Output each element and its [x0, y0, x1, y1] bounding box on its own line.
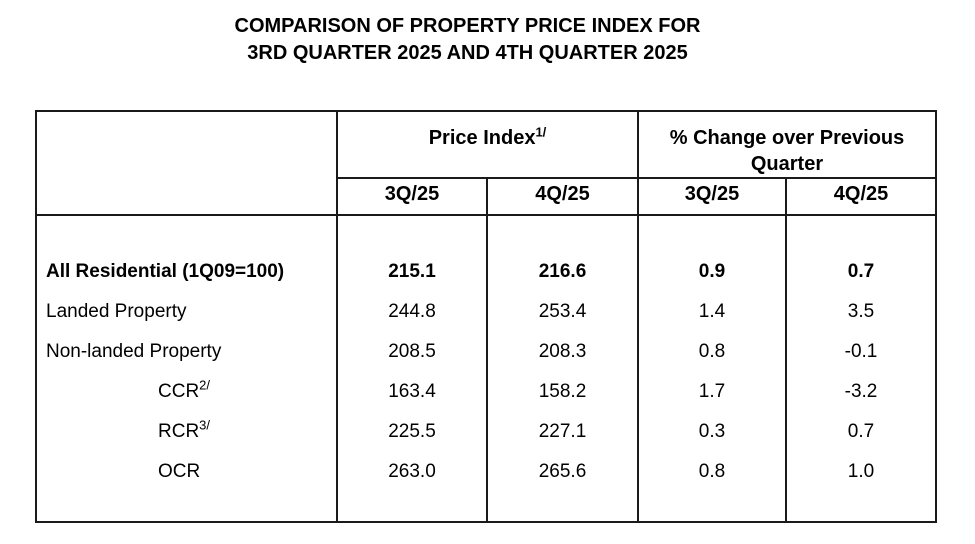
- pct-change-3q25-value: 0.8: [637, 452, 787, 492]
- corner-cell: [35, 111, 338, 216]
- group-header-row: Price Index1/ % Change over Previous Qua…: [35, 111, 938, 216]
- price-index-3q25-value: 163.4: [336, 372, 488, 412]
- pct-change-4q25-value: -3.2: [784, 372, 938, 412]
- document-title-line1: COMPARISON OF PROPERTY PRICE INDEX FOR: [234, 15, 701, 37]
- price-index-footnote-marker: 1/: [535, 124, 547, 140]
- price-index-3q25-value: 208.5: [336, 332, 488, 372]
- subheader-price-index-4q25: 4Q/25: [486, 178, 639, 216]
- table-row-ocr: OCR 263.0 265.6 0.8 1.0: [35, 452, 938, 492]
- pct-change-3q25-value: 0.8: [637, 332, 787, 372]
- subheader-pct-change-3q25: 3Q/25: [637, 178, 787, 216]
- spacer-row: [35, 215, 938, 252]
- table-row-landed-property: Landed Property 244.8 253.4 1.4 3.5: [35, 292, 938, 332]
- price-index-4q25-value: 216.6: [486, 252, 639, 292]
- pct-change-4q25-value: 0.7: [784, 412, 938, 452]
- row-label: RCR3/: [35, 412, 338, 452]
- price-index-3q25-value: 215.1: [336, 252, 488, 292]
- table-row-rcr: RCR3/ 225.5 227.1 0.3 0.7: [35, 412, 938, 452]
- pct-change-4q25-value: 0.7: [784, 252, 938, 292]
- pct-change-3q25-value: 0.9: [637, 252, 787, 292]
- table-row-ccr: CCR2/ 163.4 158.2 1.7 -3.2: [35, 372, 938, 412]
- price-index-3q25-value: 263.0: [336, 452, 488, 492]
- row-label: Landed Property: [35, 292, 338, 332]
- pct-change-group-label: % Change over Previous Quarter: [669, 127, 905, 175]
- row-label: OCR: [35, 452, 338, 492]
- pct-change-group-header: % Change over Previous Quarter: [636, 111, 938, 179]
- pct-change-4q25-value: 1.0: [784, 452, 938, 492]
- price-index-3q25-value: 225.5: [336, 412, 488, 452]
- document-title: COMPARISON OF PROPERTY PRICE INDEX FOR 3…: [0, 13, 935, 67]
- table-row-non-landed-property: Non-landed Property 208.5 208.3 0.8 -0.1: [35, 332, 938, 372]
- pct-change-3q25-value: 0.3: [637, 412, 787, 452]
- subheader-pct-change-4q25: 4Q/25: [784, 178, 938, 216]
- price-index-4q25-value: 227.1: [486, 412, 639, 452]
- row-label: Non-landed Property: [35, 332, 338, 372]
- document-title-line2: 3RD QUARTER 2025 AND 4TH QUARTER 2025: [247, 42, 688, 64]
- price-index-4q25-value: 253.4: [486, 292, 639, 332]
- price-index-group-label: Price Index: [428, 127, 536, 149]
- pct-change-4q25-value: 3.5: [784, 292, 938, 332]
- price-index-table: Price Index1/ % Change over Previous Qua…: [35, 110, 938, 523]
- table-row-all-residential: All Residential (1Q09=100) 215.1 216.6 0…: [35, 252, 938, 292]
- pct-change-3q25-value: 1.4: [637, 292, 787, 332]
- row-footnote-marker: 3/: [199, 417, 211, 433]
- row-footnote-marker: 2/: [199, 377, 211, 393]
- price-index-group-header: Price Index1/: [336, 111, 639, 179]
- sub-header-row: 3Q/25 4Q/25 3Q/25 4Q/25: [36, 178, 938, 216]
- subheader-price-index-3q25: 3Q/25: [336, 178, 488, 216]
- pct-change-4q25-value: -0.1: [784, 332, 938, 372]
- spacer-row: [35, 492, 938, 522]
- price-index-3q25-value: 244.8: [336, 292, 488, 332]
- price-index-4q25-value: 208.3: [486, 332, 639, 372]
- price-index-4q25-value: 158.2: [486, 372, 639, 412]
- pct-change-3q25-value: 1.7: [637, 372, 787, 412]
- row-label: CCR2/: [35, 372, 338, 412]
- price-index-4q25-value: 265.6: [486, 452, 639, 492]
- row-label: All Residential (1Q09=100): [35, 252, 338, 292]
